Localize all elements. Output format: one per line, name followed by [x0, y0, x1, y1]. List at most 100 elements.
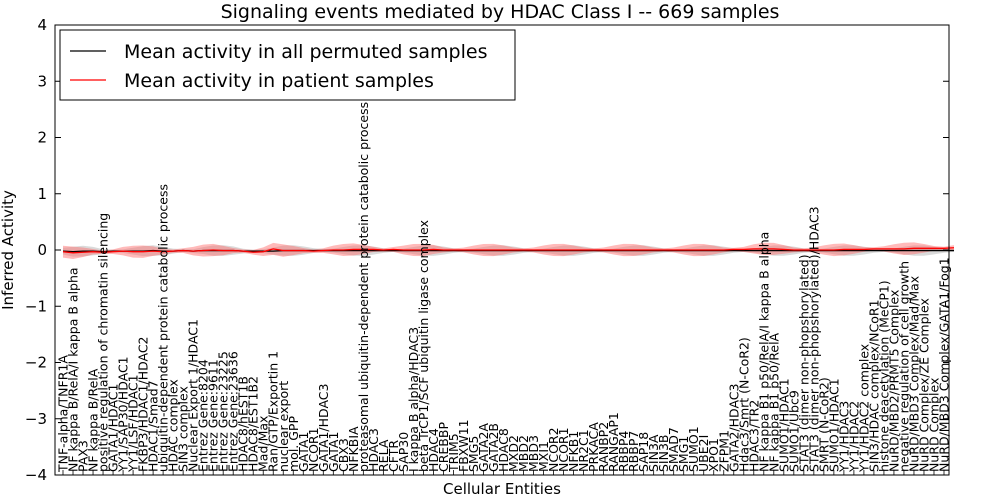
category-label: HDAC4 — [426, 428, 441, 472]
category-label: Entrez Gene:9611 — [206, 359, 221, 472]
category-label: YY1/SAP30/HDAC1 — [116, 356, 131, 473]
category-label: CFTR — [386, 440, 401, 472]
y-tick-label: 0 — [37, 241, 47, 259]
category-label: NF kappa B1 p50/RelA/I kappa B alpha — [756, 232, 771, 472]
y-tick-label: −3 — [25, 410, 47, 428]
category-label: HDAC3 — [366, 428, 381, 472]
y-tick-label: 1 — [37, 185, 47, 203]
x-axis-title: Cellular Entities — [443, 480, 561, 498]
category-label: positive regulation of chromatin silenci… — [96, 213, 111, 472]
legend-label-permuted: Mean activity in all permuted samples — [124, 41, 487, 63]
category-label: CBX3 — [336, 438, 351, 472]
category-label: ZFPM1 — [716, 430, 731, 472]
category-label: mol. GPP — [286, 416, 301, 472]
category-label: NFKBIA — [346, 426, 361, 472]
category-label: NuRD Complex — [926, 378, 941, 472]
category-label: NCOR1 — [556, 427, 571, 472]
category-label: SUMO1/HDAC1 — [776, 378, 791, 472]
category-label: HDAC complex — [166, 379, 181, 472]
category-label: Entrez Gene:8204 — [196, 359, 211, 472]
y-tick-label: −4 — [25, 466, 47, 484]
x-axis — [62, 470, 945, 475]
category-label: GATA1 — [296, 432, 311, 472]
y-axis: 4 3 2 1 0 −1 −2 −3 −4 — [25, 16, 949, 484]
category-label: RANBP2 — [596, 422, 611, 472]
legend: Mean activity in all permuted samples Me… — [59, 29, 516, 101]
category-label: FKBP3/HDAC1/HDAC2 — [136, 336, 151, 472]
y-tick-label: 2 — [37, 129, 47, 147]
category-label: YY1/HDAC2 complex — [856, 344, 871, 473]
category-label: GATA1 — [326, 432, 341, 472]
category-label: PRKACA — [586, 422, 601, 472]
category-label: HDAC8/hEST1B — [236, 376, 251, 472]
category-label: NF kappa B/RelA — [86, 368, 101, 472]
category-label: NuRD/MBD3 Complex/Mad/Max — [906, 276, 921, 472]
category-label: GATA2A — [476, 423, 491, 472]
category-label: Ran/GTP/Exportin 1 — [266, 351, 281, 472]
category-label: NuRD/MBD3 Complex/GATA1/Fog1 — [937, 257, 952, 472]
category-label: YY1/HDAC3 — [836, 401, 851, 473]
category-label: Entrez Gene:23636 — [226, 351, 241, 472]
category-label: SMAD7 — [666, 427, 681, 472]
category-label: HDAC3/TR2 — [746, 400, 761, 472]
category-label: RBBP4 — [616, 431, 631, 472]
category-label: STAT3 (dimer non-phopshorylated) — [796, 254, 811, 472]
category-label: SIN3B — [656, 435, 671, 473]
category-label: CREBBP — [436, 422, 451, 472]
category-label: XPO1 — [706, 438, 721, 472]
category-label: SUMO1/Ubc9 — [786, 390, 801, 472]
category-label: nuclear export — [276, 381, 291, 472]
category-label: RANGAP1 — [606, 412, 621, 472]
y-tick-label: 4 — [37, 16, 47, 34]
category-label: HDAC8 — [496, 428, 511, 472]
category-label: NCOR1 — [306, 427, 321, 472]
category-label: STAT3 (dimer non-phopshorylated)/HDAC3 — [806, 206, 821, 472]
category-label: HDAC8/EST1B2 — [246, 376, 261, 472]
category-label: NFKB1 — [566, 431, 581, 472]
category-label: SIN3/HDAC complex/NCoR1 — [866, 299, 881, 472]
y-tick-label: −2 — [25, 354, 47, 372]
category-label: RBBP7 — [626, 431, 641, 472]
category-label: GATA2B — [486, 423, 501, 472]
category-label: UBE2I — [696, 435, 711, 472]
chart-title: Signaling events mediated by HDAC Class … — [221, 1, 780, 23]
category-label: SIN3 complex — [176, 386, 191, 472]
category-label: FBXW11 — [456, 419, 471, 472]
category-label: MBD2 — [516, 435, 531, 472]
series-line — [62, 247, 955, 254]
category-label: NuRD Complex/ZE Complex — [916, 298, 931, 472]
category-label: NR2C1 — [576, 429, 591, 472]
category-label: Nuclear Export 1/HDAC1 — [186, 319, 201, 472]
category-label: I kappa B alpha/HDAC3 — [406, 327, 421, 472]
category-label: TNF-alpha/TNFR1A — [56, 355, 71, 473]
y-tick-label: −1 — [25, 297, 47, 315]
category-label: Entrez Gene:23225 — [216, 351, 231, 472]
category-label: GATA1/HDAC3 — [316, 384, 331, 472]
category-label: NF kappa B1 p50/RelA — [766, 332, 781, 472]
category-label: PAX3 — [76, 440, 91, 472]
y-tick-label: 3 — [37, 72, 47, 90]
category-label: SAP18 — [636, 432, 651, 472]
legend-box — [59, 29, 516, 101]
category-label: GATA1/HDAC1 — [106, 384, 121, 472]
category-label: proteasomal ubiquitin-dependent protein … — [356, 102, 371, 472]
category-label: RELA — [376, 439, 391, 472]
category-label: histone deacetylation (MeCP1) — [876, 280, 891, 472]
category-label: SUMO1 — [686, 426, 701, 472]
category-label: SAP30 — [396, 432, 411, 472]
category-label: MXI1 — [536, 441, 551, 472]
category-label: NCOR2 — [546, 427, 561, 472]
category-label: NF kappa B/RelA/I kappa B alpha — [66, 267, 81, 472]
category-label: YY1/HDAC2 — [846, 401, 861, 473]
y-axis-title: Inferred Activity — [0, 190, 17, 310]
category-label: beta TrCP1/SCF ubiquitin ligase complex — [416, 220, 431, 472]
category-label: NuRD/MBD2/PRMT5 Complex — [886, 290, 901, 472]
category-label: SMG1 — [676, 436, 691, 472]
category-label: SIN3A — [646, 434, 661, 472]
series-lines — [62, 247, 955, 254]
category-label: SMRT (N-CoR2) — [816, 377, 831, 472]
category-label: Mad/Max — [256, 416, 271, 472]
legend-label-patient: Mean activity in patient samples — [124, 70, 434, 92]
